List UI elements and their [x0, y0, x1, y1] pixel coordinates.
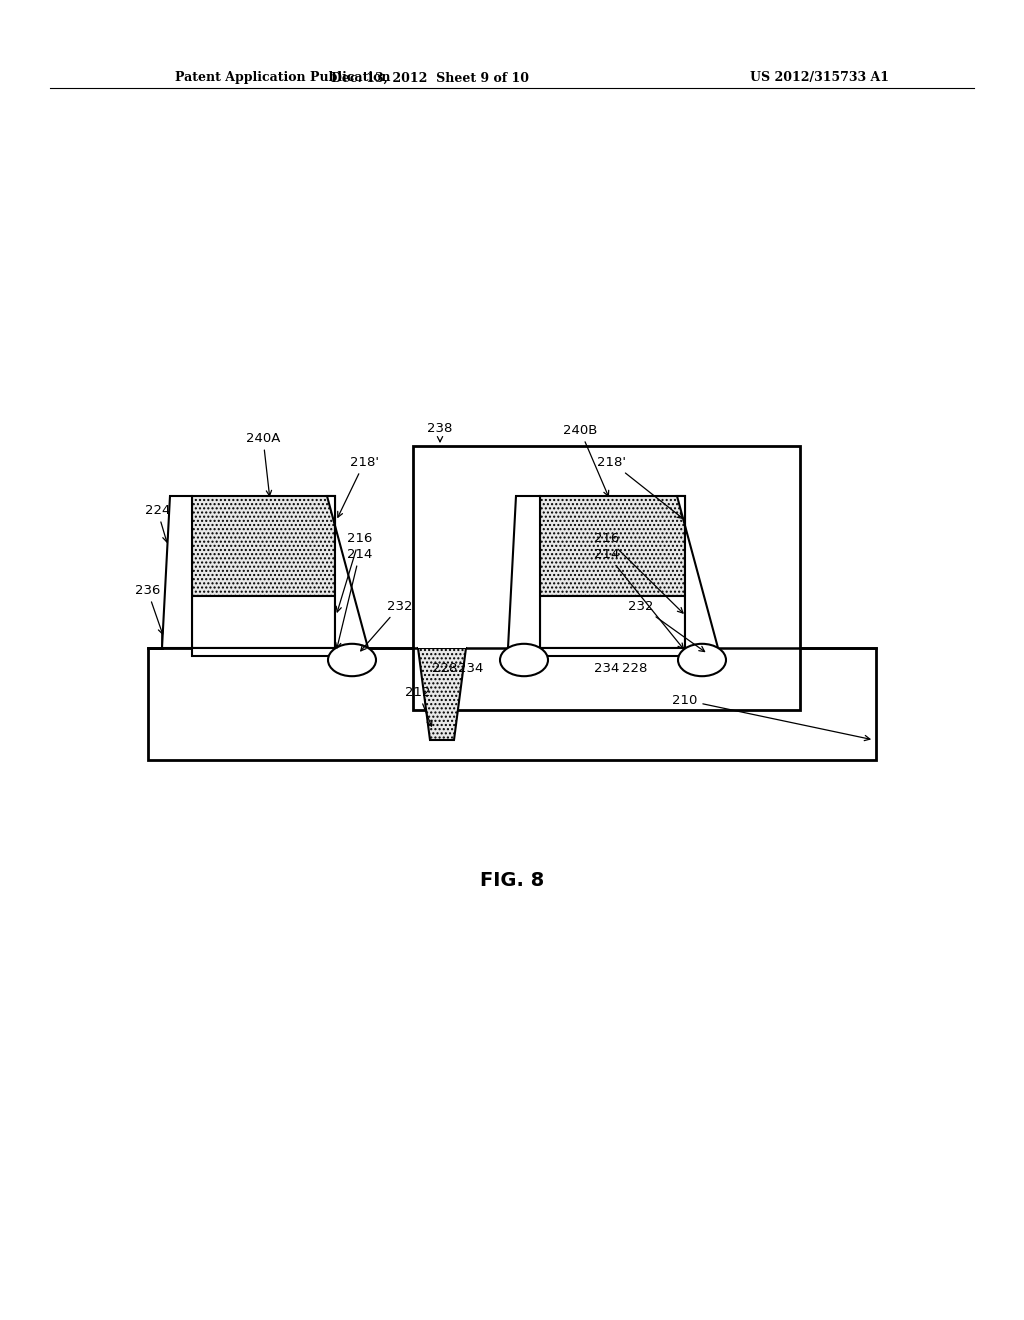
Text: 216: 216	[594, 532, 683, 612]
Text: 232: 232	[628, 599, 705, 652]
Text: 228: 228	[622, 661, 647, 675]
Polygon shape	[162, 496, 193, 648]
Bar	[193, 496, 335, 597]
Bar	[193, 648, 335, 656]
Text: 240A: 240A	[246, 432, 281, 496]
Ellipse shape	[678, 644, 726, 676]
Polygon shape	[327, 496, 368, 648]
Text: 240B: 240B	[563, 424, 608, 496]
Text: 234: 234	[594, 661, 620, 675]
Text: 212: 212	[406, 685, 432, 726]
Text: 236: 236	[134, 583, 164, 634]
Bar	[193, 597, 335, 648]
Text: 214: 214	[336, 548, 373, 648]
Text: 218': 218'	[338, 455, 379, 517]
Text: 218': 218'	[597, 455, 683, 519]
Text: 238: 238	[427, 421, 453, 442]
Text: 210: 210	[672, 693, 870, 741]
Text: 214: 214	[594, 548, 683, 648]
Text: FIG. 8: FIG. 8	[480, 870, 544, 890]
Polygon shape	[508, 496, 540, 648]
Bar	[413, 446, 800, 710]
Bar	[148, 648, 876, 760]
Ellipse shape	[328, 644, 376, 676]
Text: 224: 224	[144, 503, 170, 543]
Text: 234: 234	[458, 661, 483, 675]
Text: 216: 216	[336, 532, 373, 612]
Polygon shape	[677, 496, 718, 648]
Text: 228: 228	[432, 661, 458, 675]
Bar	[418, 644, 466, 648]
Bar	[540, 597, 685, 648]
Bar	[540, 648, 685, 656]
Ellipse shape	[500, 644, 548, 676]
Text: Patent Application Publication: Patent Application Publication	[175, 71, 390, 84]
Text: US 2012/315733 A1: US 2012/315733 A1	[751, 71, 890, 84]
Polygon shape	[418, 648, 466, 741]
Bar	[540, 496, 685, 597]
Text: Dec. 13, 2012  Sheet 9 of 10: Dec. 13, 2012 Sheet 9 of 10	[331, 71, 529, 84]
Text: 232: 232	[360, 599, 413, 651]
